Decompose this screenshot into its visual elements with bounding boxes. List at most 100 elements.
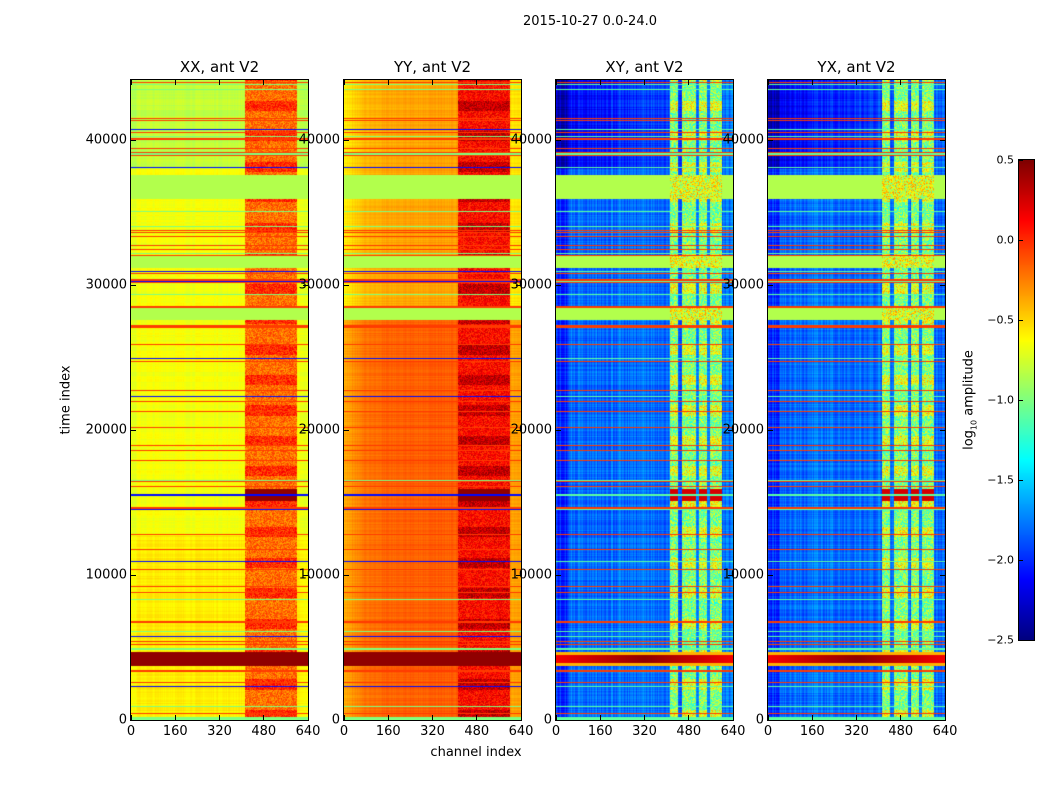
y-tick-mark [516, 429, 521, 431]
heatmap-image [768, 80, 945, 720]
x-tick-mark [307, 80, 309, 85]
x-tick-mark [599, 715, 601, 720]
x-tick-label: 160 [587, 724, 613, 739]
y-tick-mark [516, 284, 521, 286]
x-tick-label: 640 [295, 724, 321, 739]
y-tick-mark [303, 429, 308, 431]
panel-title: YX, ant V2 [817, 58, 896, 76]
x-tick-label: 640 [508, 724, 534, 739]
x-tick-mark [476, 80, 478, 85]
y-tick-label: 40000 [722, 132, 764, 148]
y-tick-label: 20000 [722, 422, 764, 438]
panel-xx: XX, ant V2 0 160 320 480 640 0 10000 20000 30000 4… [86, 58, 321, 739]
colorbar-tick-label: 0.5 [996, 153, 1015, 167]
y-tick-label: 30000 [510, 277, 552, 293]
y-tick-mark [131, 719, 136, 721]
y-tick-mark [303, 719, 308, 721]
y-tick-mark [131, 429, 136, 431]
panel-xy: XY, ant V2 0 160 320 480 640 0 10000 20000 30000 4… [511, 58, 746, 739]
y-tick-mark [556, 574, 561, 576]
x-tick-mark [900, 715, 902, 720]
y-tick-mark [768, 284, 773, 286]
y-tick-mark [556, 719, 561, 721]
x-tick-mark [599, 80, 601, 85]
x-tick-mark [944, 80, 946, 85]
colorbar-gradient [1019, 160, 1034, 640]
x-tick-mark [688, 715, 690, 720]
y-tick-label: 0 [331, 712, 340, 728]
y-tick-label: 10000 [722, 567, 764, 583]
y-tick-mark [768, 139, 773, 141]
x-tick-label: 0 [763, 724, 773, 739]
x-tick-label: 320 [844, 724, 869, 739]
y-tick-label: 20000 [85, 422, 127, 438]
colorbar-tick-label: 0.0 [996, 233, 1015, 247]
colorbar: 0.5 0.0 −0.5 −1.0 −1.5 −2.0 −2.5 [987, 154, 1035, 647]
y-tick-mark [131, 574, 136, 576]
x-tick-mark [520, 80, 522, 85]
y-tick-mark [940, 284, 945, 286]
y-tick-mark [303, 139, 308, 141]
x-tick-mark [900, 80, 902, 85]
x-tick-mark [343, 715, 345, 720]
colorbar-label-sub: 10 [969, 419, 979, 431]
y-tick-mark [940, 574, 945, 576]
x-tick-label: 480 [676, 724, 702, 739]
y-tick-mark [728, 574, 733, 576]
x-tick-label: 0 [126, 724, 136, 739]
x-tick-mark [432, 715, 433, 720]
x-tick-label: 640 [720, 724, 746, 739]
x-tick-mark [219, 80, 220, 85]
colorbar-tick-mark [1019, 399, 1023, 401]
x-tick-mark [767, 80, 769, 85]
y-tick-mark [344, 574, 349, 576]
y-tick-mark [303, 284, 308, 286]
x-tick-label: 0 [551, 724, 561, 739]
y-tick-label: 40000 [510, 132, 552, 148]
y-tick-label: 20000 [510, 422, 552, 438]
y-tick-mark [728, 719, 733, 721]
x-tick-mark [856, 80, 857, 85]
y-tick-label: 30000 [85, 277, 127, 293]
x-tick-mark [219, 715, 220, 720]
y-tick-mark [344, 284, 349, 286]
x-tick-mark [476, 715, 478, 720]
x-tick-mark [732, 80, 734, 85]
x-tick-mark [555, 715, 557, 720]
colorbar-label-prefix: log [961, 430, 977, 450]
x-tick-mark [644, 715, 645, 720]
x-tick-mark [387, 715, 389, 720]
y-axis-label: time index [58, 365, 74, 435]
x-tick-mark [944, 715, 946, 720]
y-tick-mark [516, 574, 521, 576]
x-tick-mark [343, 80, 345, 85]
x-tick-mark [174, 715, 176, 720]
heatmap-image [344, 80, 521, 720]
y-tick-mark [516, 139, 521, 141]
y-tick-mark [940, 719, 945, 721]
colorbar-label-suffix: amplitude [961, 350, 977, 420]
x-tick-mark [811, 80, 813, 85]
x-tick-mark [263, 715, 265, 720]
y-tick-label: 20000 [298, 422, 340, 438]
x-tick-label: 480 [464, 724, 490, 739]
y-tick-mark [940, 429, 945, 431]
x-tick-mark [811, 715, 813, 720]
panel-title: XY, ant V2 [605, 58, 684, 76]
panel-yx: YX, ant V2 0 160 320 480 640 0 10000 20000 30000 4… [723, 58, 958, 739]
x-tick-mark [387, 80, 389, 85]
x-tick-label: 160 [162, 724, 188, 739]
y-tick-label: 0 [118, 712, 127, 728]
y-tick-mark [131, 139, 136, 141]
y-tick-mark [728, 284, 733, 286]
colorbar-label: log10 amplitude [962, 350, 979, 450]
y-tick-label: 10000 [510, 567, 552, 583]
x-tick-label: 480 [888, 724, 914, 739]
x-tick-mark [732, 715, 734, 720]
colorbar-tick-mark [1019, 239, 1023, 241]
x-tick-mark [767, 715, 769, 720]
x-tick-label: 0 [339, 724, 349, 739]
y-tick-mark [344, 719, 349, 721]
x-tick-mark [644, 80, 645, 85]
